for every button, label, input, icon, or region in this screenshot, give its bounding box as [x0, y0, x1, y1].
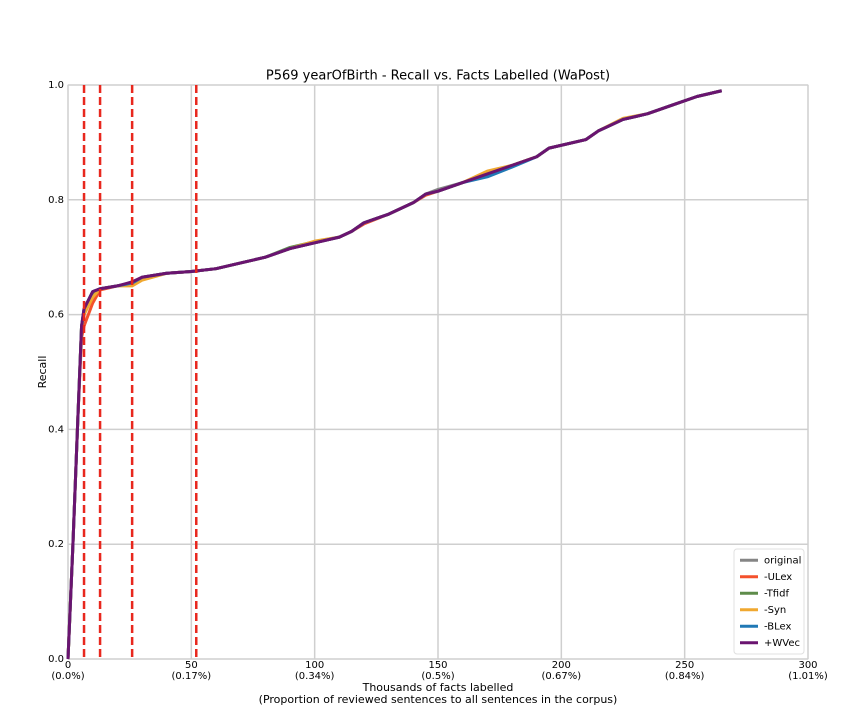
- x-axis-note: (Proportion of reviewed sentences to all…: [259, 693, 618, 706]
- chart-title: P569 yearOfBirth - Recall vs. Facts Labe…: [266, 69, 610, 84]
- x-tick-label: 50: [185, 660, 198, 671]
- y-tick-label: 0.6: [48, 310, 64, 321]
- y-tick-label: 0.0: [48, 654, 64, 665]
- x-axis-label: Thousands of facts labelled: [362, 681, 514, 694]
- x-tick-note: (1.01%): [788, 671, 828, 682]
- x-tick-label: 250: [675, 660, 694, 671]
- x-tick-note: (0.17%): [172, 671, 212, 682]
- y-tick-label: 0.2: [48, 539, 64, 550]
- x-tick-note: (0.34%): [295, 671, 335, 682]
- legend-label: -BLex: [764, 621, 791, 632]
- legend-label: -Tfidf: [764, 588, 789, 599]
- x-tick-label: 0: [65, 660, 71, 671]
- legend-label: original: [764, 555, 801, 566]
- y-tick-label: 1.0: [48, 80, 64, 91]
- x-tick-label: 150: [428, 660, 447, 671]
- y-tick-label: 0.4: [48, 424, 64, 435]
- y-tick-label: 0.8: [48, 195, 64, 206]
- x-tick-note: (0.5%): [421, 671, 454, 682]
- x-tick-note: (0.67%): [542, 671, 582, 682]
- x-tick-note: (0.0%): [51, 671, 84, 682]
- x-tick-label: 100: [305, 660, 324, 671]
- y-axis-label: Recall: [36, 356, 49, 389]
- legend-label: -ULex: [764, 572, 792, 583]
- x-tick-label: 300: [798, 660, 817, 671]
- x-tick-note: (0.84%): [665, 671, 705, 682]
- x-tick-label: 200: [552, 660, 571, 671]
- legend-label: -Syn: [764, 605, 786, 616]
- legend-label: +WVec: [764, 638, 800, 649]
